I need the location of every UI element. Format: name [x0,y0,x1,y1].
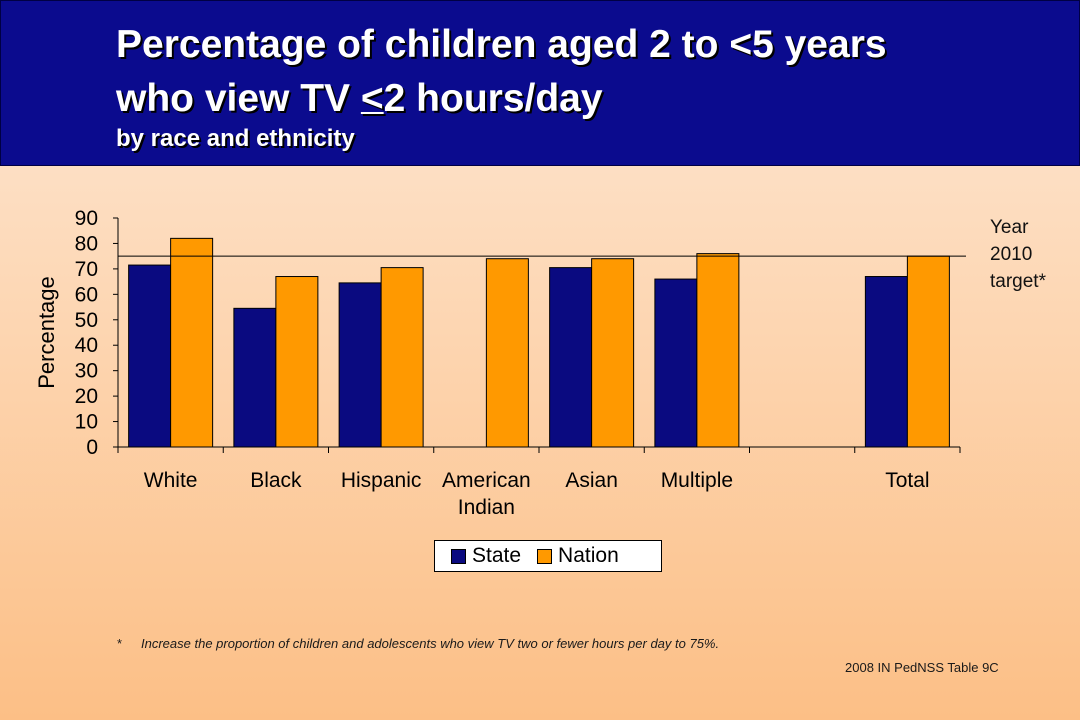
bar-nation [591,258,635,448]
chart-subtitle: by race and ethnicity [116,125,355,152]
title-line2-post: 2 hours/day [383,77,603,120]
x-category-label: White [144,469,198,492]
title-line2-pre: who view TV [116,77,361,120]
bar-nation [170,237,214,448]
bar-state [233,307,277,448]
y-axis-title: Percentage [34,276,59,389]
footnote-text: Increase the proportion of children and … [141,636,720,651]
target-label-target: target* [990,271,1046,292]
x-category-label: Total [885,469,929,492]
y-tick-label: 30 [75,360,98,383]
bar-state [549,267,593,448]
x-category-label: Black [250,469,302,492]
bar-state [654,278,698,448]
legend-label-state: State [472,544,522,567]
x-category-label: Indian [458,496,515,519]
title-less-than-or-equal: < [360,77,384,120]
y-tick-label: 0 [86,436,98,459]
bar-state [128,264,172,448]
bar-state [338,282,382,448]
bar-nation [485,258,529,448]
x-category-label: Multiple [661,469,733,492]
x-category-label: Asian [565,469,618,492]
legend-swatch-state [451,548,466,564]
title-banner: Percentage of children aged 2 to <5 year… [0,0,1080,166]
footnote: * Increase the proportion of children and… [117,636,719,651]
y-tick-label: 90 [75,207,98,230]
y-tick-label: 60 [75,283,98,306]
legend-swatch-nation [537,548,553,564]
bar-state [864,276,908,448]
chart-title-line2: who view TV <2 hours/day [116,77,603,121]
chart-title-line1: Percentage of children aged 2 to <5 year… [116,23,887,66]
x-category-label: Hispanic [341,469,422,492]
legend-label-nation: Nation [558,544,619,567]
target-label-2010: 2010 [990,244,1033,265]
y-tick-label: 40 [75,334,98,357]
bar-nation [275,276,319,448]
x-category-label: American [442,469,531,492]
footnote-marker: * [117,636,123,651]
legend-item-nation: Nation [537,544,619,568]
y-tick-label: 20 [75,385,98,408]
y-tick-label: 50 [75,309,98,332]
target-label-year: Year [990,217,1029,238]
legend-item-state: State [451,544,521,568]
y-tick-label: 70 [75,258,98,281]
y-tick-label: 10 [75,411,98,434]
y-tick-label: 80 [75,232,98,255]
source-note: 2008 IN PedNSS Table 9C [845,660,999,675]
bar-nation [696,253,740,448]
target-label: Year 2010 target* [990,214,1046,295]
chart-legend: State Nation [434,540,662,572]
bar-nation [906,255,950,448]
bar-nation [380,267,424,448]
